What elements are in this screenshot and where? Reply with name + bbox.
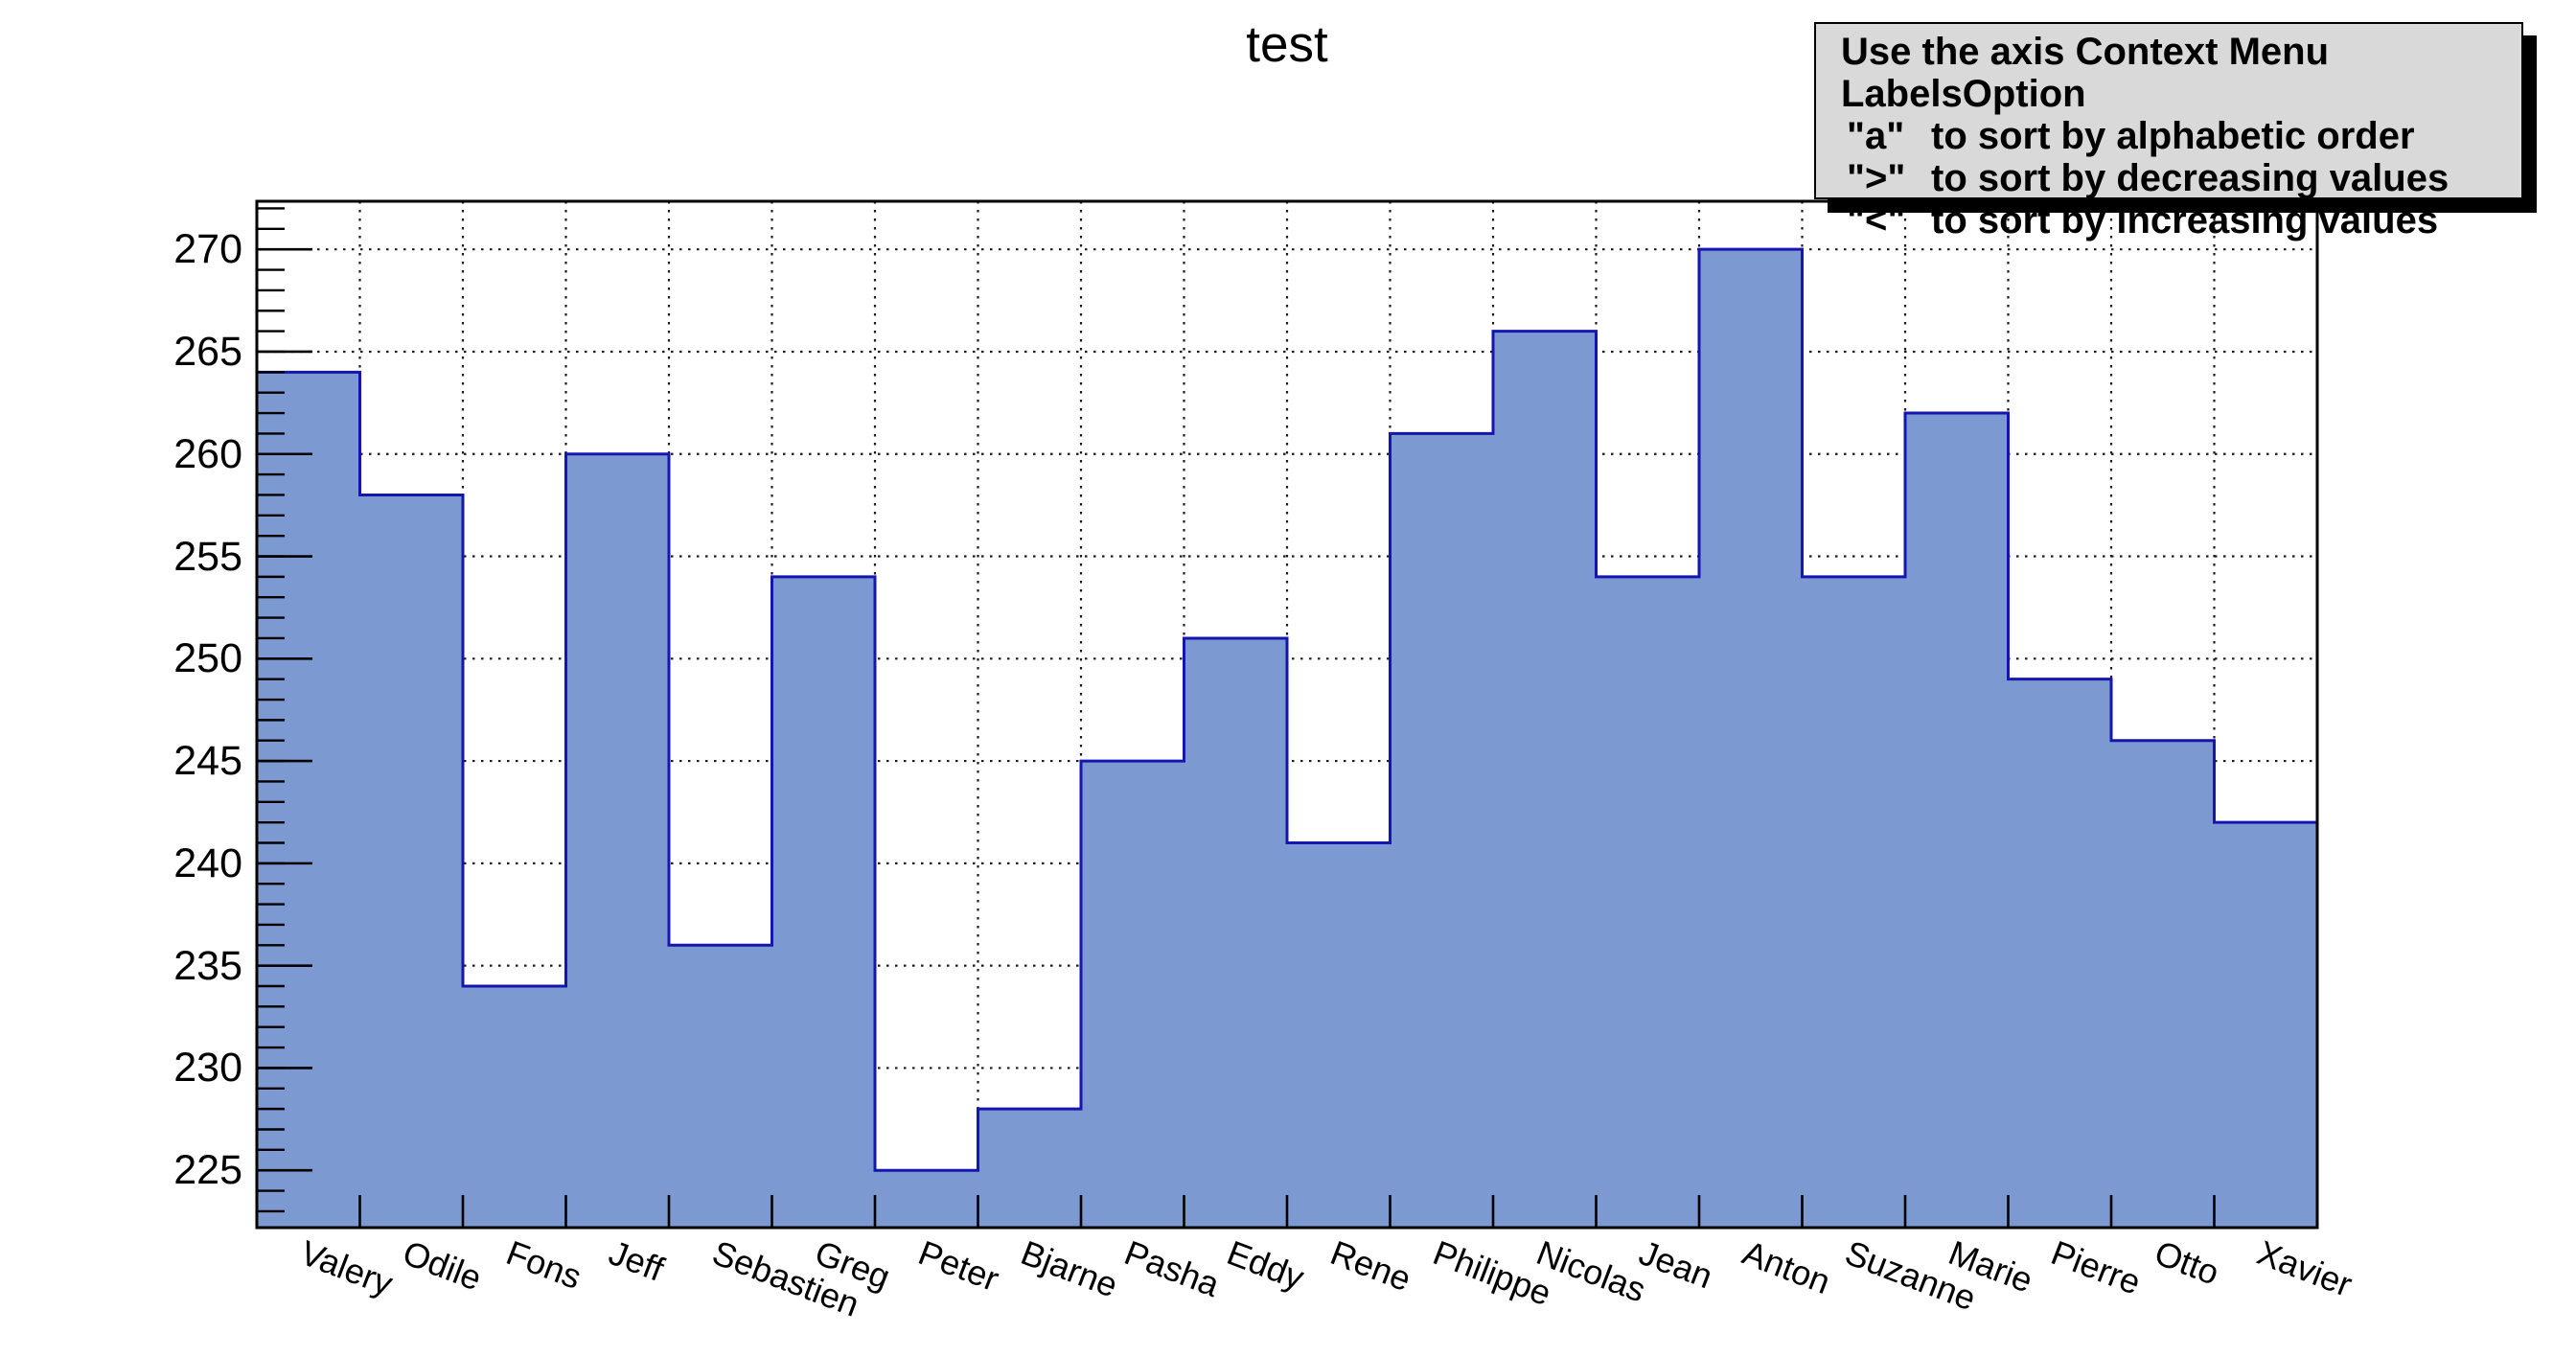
info-key: "<" <box>1847 199 1906 242</box>
info-box[interactable]: Use the axis Context Menu LabelsOption "… <box>1814 22 2523 242</box>
y-tick-label: 265 <box>173 328 242 375</box>
info-key: ">" <box>1847 157 1906 199</box>
info-text: to sort by increasing values <box>1931 199 2439 242</box>
y-tick-label: 260 <box>173 430 242 477</box>
histogram-bars[interactable] <box>255 247 2319 1230</box>
chart-title: test <box>1246 16 1328 73</box>
y-tick-label: 240 <box>173 840 242 886</box>
y-tick-label: 230 <box>173 1045 242 1092</box>
info-box-row: "<" to sort by increasing values <box>1841 199 2521 242</box>
info-text: to sort by decreasing values <box>1931 157 2450 199</box>
info-key: "a" <box>1847 115 1905 157</box>
info-box-title: Use the axis Context Menu LabelsOption <box>1841 31 2330 115</box>
y-tick-label: 225 <box>173 1147 242 1194</box>
info-text: to sort by alphabetic order <box>1931 115 2415 157</box>
y-tick-label: 245 <box>173 738 242 785</box>
info-box-row: ">" to sort by decreasing values <box>1841 157 2521 199</box>
y-tick-label: 235 <box>173 942 242 989</box>
y-tick-label: 270 <box>173 226 242 273</box>
info-box-row: "a" to sort by alphabetic order <box>1841 115 2521 157</box>
y-tick-label: 255 <box>173 533 242 580</box>
y-tick-label: 250 <box>173 635 242 682</box>
